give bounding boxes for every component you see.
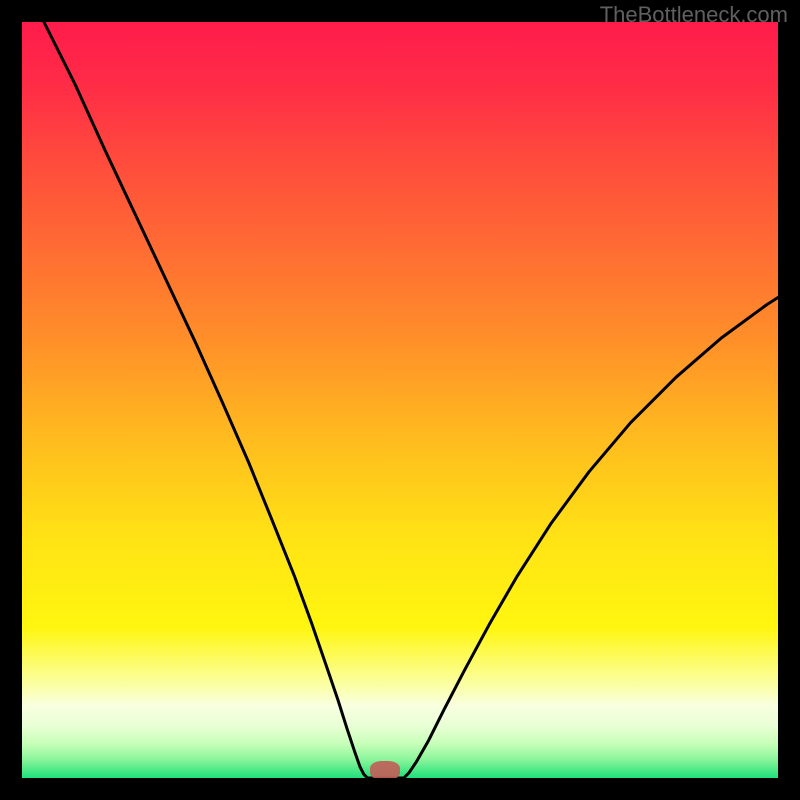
curve-layer [22,22,778,778]
plot-area [22,22,778,778]
bottleneck-curve [44,22,778,778]
chart-frame: TheBottleneck.com [0,0,800,800]
credit-label: TheBottleneck.com [600,2,788,28]
min-marker [370,761,400,779]
